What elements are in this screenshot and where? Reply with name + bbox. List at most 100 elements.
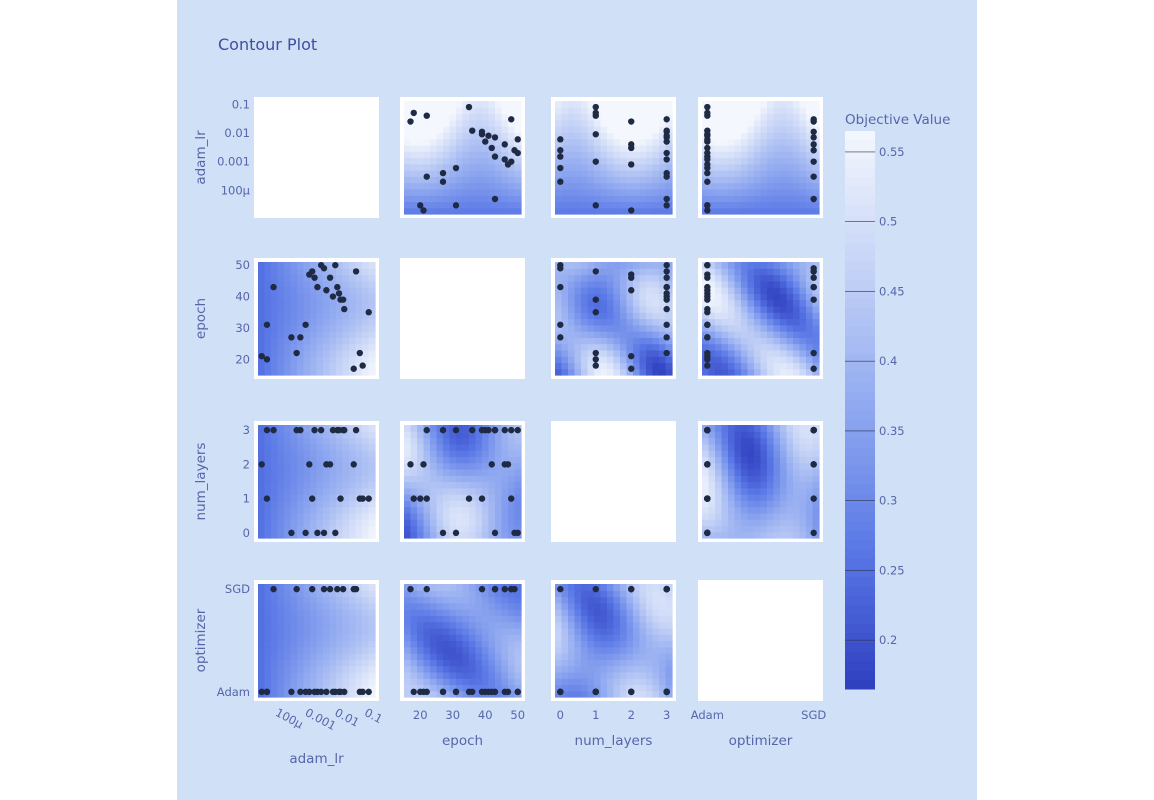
contour-cell — [620, 609, 628, 616]
contour-cell — [508, 132, 516, 140]
contour-cell — [812, 531, 820, 539]
contour-cell — [329, 475, 337, 483]
contour-cell — [767, 337, 775, 345]
x-tick-label: 50 — [510, 708, 525, 722]
contour-cell — [469, 188, 477, 196]
trial-point — [352, 426, 360, 434]
contour-cell — [728, 305, 736, 313]
contour-cell — [264, 431, 272, 439]
contour-cell — [342, 678, 350, 686]
contour-cell — [297, 659, 305, 667]
contour-cell — [587, 356, 595, 364]
contour-cell — [417, 126, 425, 133]
contour-cell — [355, 665, 363, 673]
contour-cell — [342, 331, 350, 338]
trial-point — [663, 195, 670, 203]
contour-cell — [702, 324, 710, 332]
x-tick-label: 20 — [413, 708, 428, 722]
contour-cell — [747, 343, 755, 351]
contour-cell — [652, 653, 660, 660]
contour-cell — [316, 494, 324, 501]
contour-cell — [443, 170, 451, 177]
contour-cell — [430, 456, 438, 464]
contour-cell — [574, 343, 582, 351]
contour-cell — [773, 182, 781, 190]
trial-point — [810, 296, 817, 303]
contour-cell — [482, 182, 490, 190]
contour-cell — [495, 151, 503, 159]
contour-cell — [786, 268, 794, 276]
contour-cell — [646, 596, 654, 604]
contour-cell — [303, 500, 311, 508]
trial-point — [488, 461, 495, 468]
contour-cell — [555, 627, 563, 635]
trial-point — [501, 426, 508, 434]
contour-cell — [734, 525, 742, 533]
trial-point — [485, 132, 492, 139]
contour-cell — [561, 195, 569, 203]
contour-cell — [620, 627, 628, 635]
contour-cell — [297, 621, 305, 629]
contour-cell — [754, 356, 762, 364]
contour-cell — [501, 621, 509, 629]
contour-cell — [410, 519, 418, 527]
contour-cell — [462, 659, 470, 667]
contour-cell — [793, 368, 801, 376]
contour-cell — [767, 138, 775, 146]
contour-cell — [639, 627, 647, 635]
contour-cell — [721, 525, 729, 533]
contour-cell — [646, 646, 654, 654]
contour-cell — [806, 274, 814, 282]
contour-cell — [462, 665, 470, 673]
contour-cell — [799, 531, 807, 539]
contour-cell — [417, 443, 425, 451]
contour-cell — [574, 318, 582, 326]
trial-point — [592, 356, 599, 363]
contour-cell — [469, 678, 477, 686]
contour-cell — [264, 274, 272, 282]
contour-cell — [355, 293, 363, 301]
contour-cell — [323, 602, 331, 610]
contour-cell — [417, 107, 425, 115]
contour-cell — [581, 690, 589, 698]
contour-cell — [436, 512, 444, 520]
contour-cell — [665, 609, 673, 616]
contour-cell — [715, 343, 723, 351]
contour-cell — [349, 621, 357, 629]
contour-cell — [574, 101, 582, 108]
contour-cell — [786, 525, 794, 533]
panel-optimizer-vs-num_layers — [551, 580, 676, 701]
contour-cell — [613, 343, 621, 351]
contour-cell — [754, 519, 762, 527]
contour-cell — [812, 519, 820, 527]
contour-cell — [417, 113, 425, 121]
contour-cell — [508, 602, 516, 610]
contour-cell — [715, 331, 723, 338]
contour-cell — [734, 262, 742, 269]
contour-cell — [368, 690, 376, 698]
contour-cell — [780, 362, 788, 370]
contour-cell — [349, 337, 357, 345]
contour-cell — [568, 602, 576, 610]
contour-cell — [600, 368, 608, 376]
contour-cell — [574, 590, 582, 598]
contour-cell — [620, 640, 628, 648]
contour-cell — [812, 262, 820, 269]
contour-cell — [747, 362, 755, 370]
contour-cell — [587, 646, 595, 654]
contour-cell — [581, 609, 589, 616]
contour-cell — [741, 268, 749, 276]
contour-cell — [336, 305, 344, 313]
contour-cell — [514, 176, 522, 184]
contour-cell — [368, 500, 376, 508]
contour-cell — [786, 349, 794, 357]
contour-cell — [323, 293, 331, 301]
contour-cell — [329, 634, 337, 642]
contour-cell — [767, 468, 775, 476]
contour-cell — [613, 678, 621, 686]
contour-cell — [760, 462, 768, 470]
contour-cell — [258, 318, 266, 326]
contour-cell — [715, 500, 723, 508]
contour-cell — [665, 627, 673, 635]
contour-cell — [760, 312, 768, 320]
